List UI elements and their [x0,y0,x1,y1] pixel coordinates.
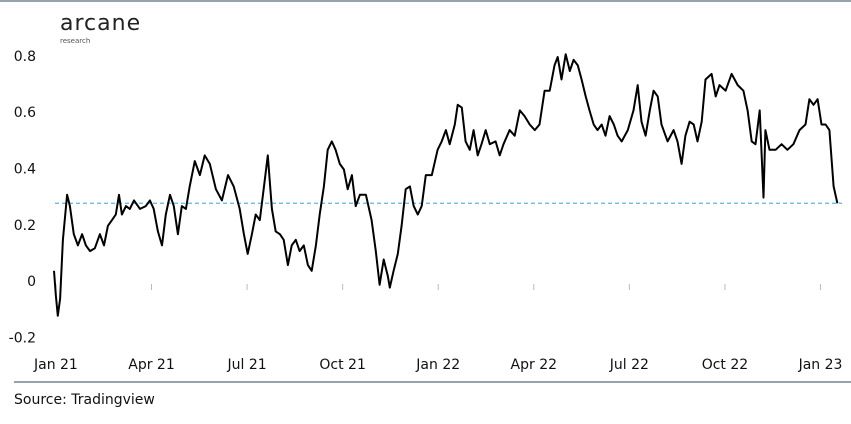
x-tick-label: Oct 21 [319,357,365,373]
logo-sub: research [60,37,90,45]
source: Source: Tradingview [14,392,155,408]
y-tick-label: 0.4 [14,161,36,177]
x-tick-label: Jan 23 [798,357,843,373]
line [53,53,839,317]
y-tick-label: -0.2 [9,330,36,346]
x-tick-label: Apr 22 [511,357,557,373]
x-tick-label: Oct 22 [702,357,748,373]
x-tick-label: Apr 21 [128,357,174,373]
y-tick-label: 0.8 [14,49,36,65]
x-tick-label: Jul 22 [609,357,649,373]
x-tick-label: Jan 21 [33,357,78,373]
x-tick-label: Jan 22 [415,357,460,373]
logo: arcane [60,11,141,36]
y-tick-label: 0.6 [14,105,36,121]
x-tick-label: Jul 21 [226,357,266,373]
y-tick-label: 0 [27,274,36,290]
y-tick-label: 0.2 [14,218,36,234]
